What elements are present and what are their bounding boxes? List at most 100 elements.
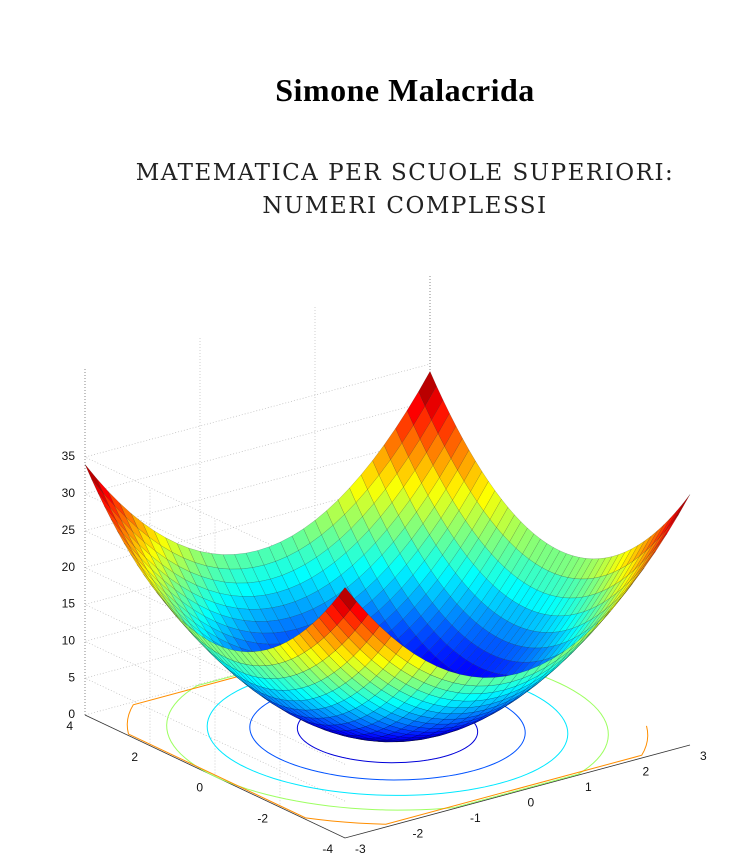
surface-patch (242, 678, 262, 693)
surface-patch (527, 667, 546, 682)
surface-patch (441, 650, 461, 668)
surface-patch (314, 723, 334, 731)
surface-patch (303, 716, 322, 725)
surface-patch (291, 655, 310, 673)
surface-patch (165, 537, 184, 559)
surface-patch (415, 700, 435, 711)
surface-patch (318, 610, 338, 632)
surface-patch (252, 665, 271, 679)
surface-patch (338, 587, 357, 611)
surface-patch (313, 725, 332, 733)
surface-patch (568, 633, 587, 652)
surface-patch (315, 660, 335, 678)
surface-patch (283, 709, 303, 721)
surface-patch (388, 553, 407, 579)
surface-patch (143, 574, 162, 598)
box-grid (83, 363, 431, 581)
surface-patch (550, 651, 569, 669)
surface-patch (405, 676, 425, 691)
surface-patch (356, 687, 376, 701)
surface-patch (614, 583, 633, 607)
surface-patch (284, 658, 304, 675)
surface-patch (182, 613, 202, 633)
surface-patch (381, 683, 400, 698)
surface-patch (405, 730, 426, 736)
surface-patch (591, 610, 610, 632)
surface-patch (555, 649, 574, 667)
x-tick-label: 0 (528, 796, 535, 810)
surface-patch (573, 631, 592, 651)
surface-patch (556, 643, 576, 661)
surface-patch (411, 523, 430, 551)
surface-patch (305, 623, 325, 644)
x-tick-label: 2 (643, 765, 650, 779)
z-tick-label: 5 (68, 670, 75, 684)
surface-patch (114, 505, 133, 532)
surface-patch (456, 588, 476, 612)
surface-patch (333, 723, 354, 731)
surface-patch (391, 707, 410, 718)
axis-line (84, 714, 691, 839)
surface-patch (123, 542, 143, 569)
surface-patch (366, 634, 385, 653)
z-tick-label: 25 (62, 523, 76, 537)
surface-patch (537, 666, 556, 683)
surface-patch (373, 740, 393, 743)
surface-patch (344, 734, 363, 739)
surface-patch (375, 736, 394, 741)
surface-patch (248, 608, 268, 622)
z-tick-label: 10 (62, 633, 76, 647)
surface-patch (260, 649, 279, 666)
surface-patch (319, 727, 339, 735)
surface-patch (247, 651, 266, 667)
surface-patch (349, 601, 369, 623)
surface-patch (579, 622, 599, 643)
surface-patch (496, 507, 515, 536)
surface-patch (420, 710, 440, 719)
surface-patch (214, 602, 233, 619)
surface-patch (525, 675, 545, 690)
y-tick-label: 2 (131, 750, 138, 764)
y-tick-label: 0 (196, 781, 203, 795)
surface-patch (279, 641, 299, 660)
surface-patch (410, 689, 430, 702)
surface-patch (325, 603, 344, 626)
surface-patch (263, 678, 283, 691)
surface-patch (503, 677, 524, 691)
surface-patch (309, 717, 329, 726)
surface-patch (306, 590, 325, 610)
surface-patch (294, 687, 314, 701)
surface-patch (265, 664, 284, 679)
title-line: MATEMATICA PER SCUOLE SUPERIORI: (135, 160, 675, 186)
surface-patch (258, 665, 278, 679)
surface-patch (299, 699, 319, 711)
surface-patch (369, 730, 390, 737)
surface-patch (458, 491, 478, 521)
surface-patch (247, 685, 267, 699)
surface-patch (339, 730, 358, 736)
surface-patch (320, 676, 340, 692)
surface-patch (578, 627, 597, 647)
surface-patch (596, 606, 615, 628)
surface-patch (400, 724, 421, 732)
surface-patch (521, 664, 542, 679)
surface-patch (354, 622, 374, 643)
z-tick-label: 15 (62, 597, 76, 611)
surface-patch (386, 696, 405, 709)
surface-patch (364, 723, 385, 732)
surface-patch (422, 694, 441, 705)
surface-patch (299, 628, 318, 649)
surface-patch (464, 622, 484, 643)
surface-patch (380, 739, 399, 743)
surface-patch (532, 667, 551, 683)
surface-patch (372, 625, 392, 646)
surface-patch (340, 722, 360, 731)
surface-patch (533, 658, 553, 674)
x-tick-label: -2 (413, 827, 424, 841)
surface-patch (349, 737, 368, 741)
y-tick-label: -4 (322, 842, 333, 853)
surface-patch (602, 597, 622, 620)
box-grid (83, 474, 431, 691)
surface-patch (472, 650, 492, 668)
